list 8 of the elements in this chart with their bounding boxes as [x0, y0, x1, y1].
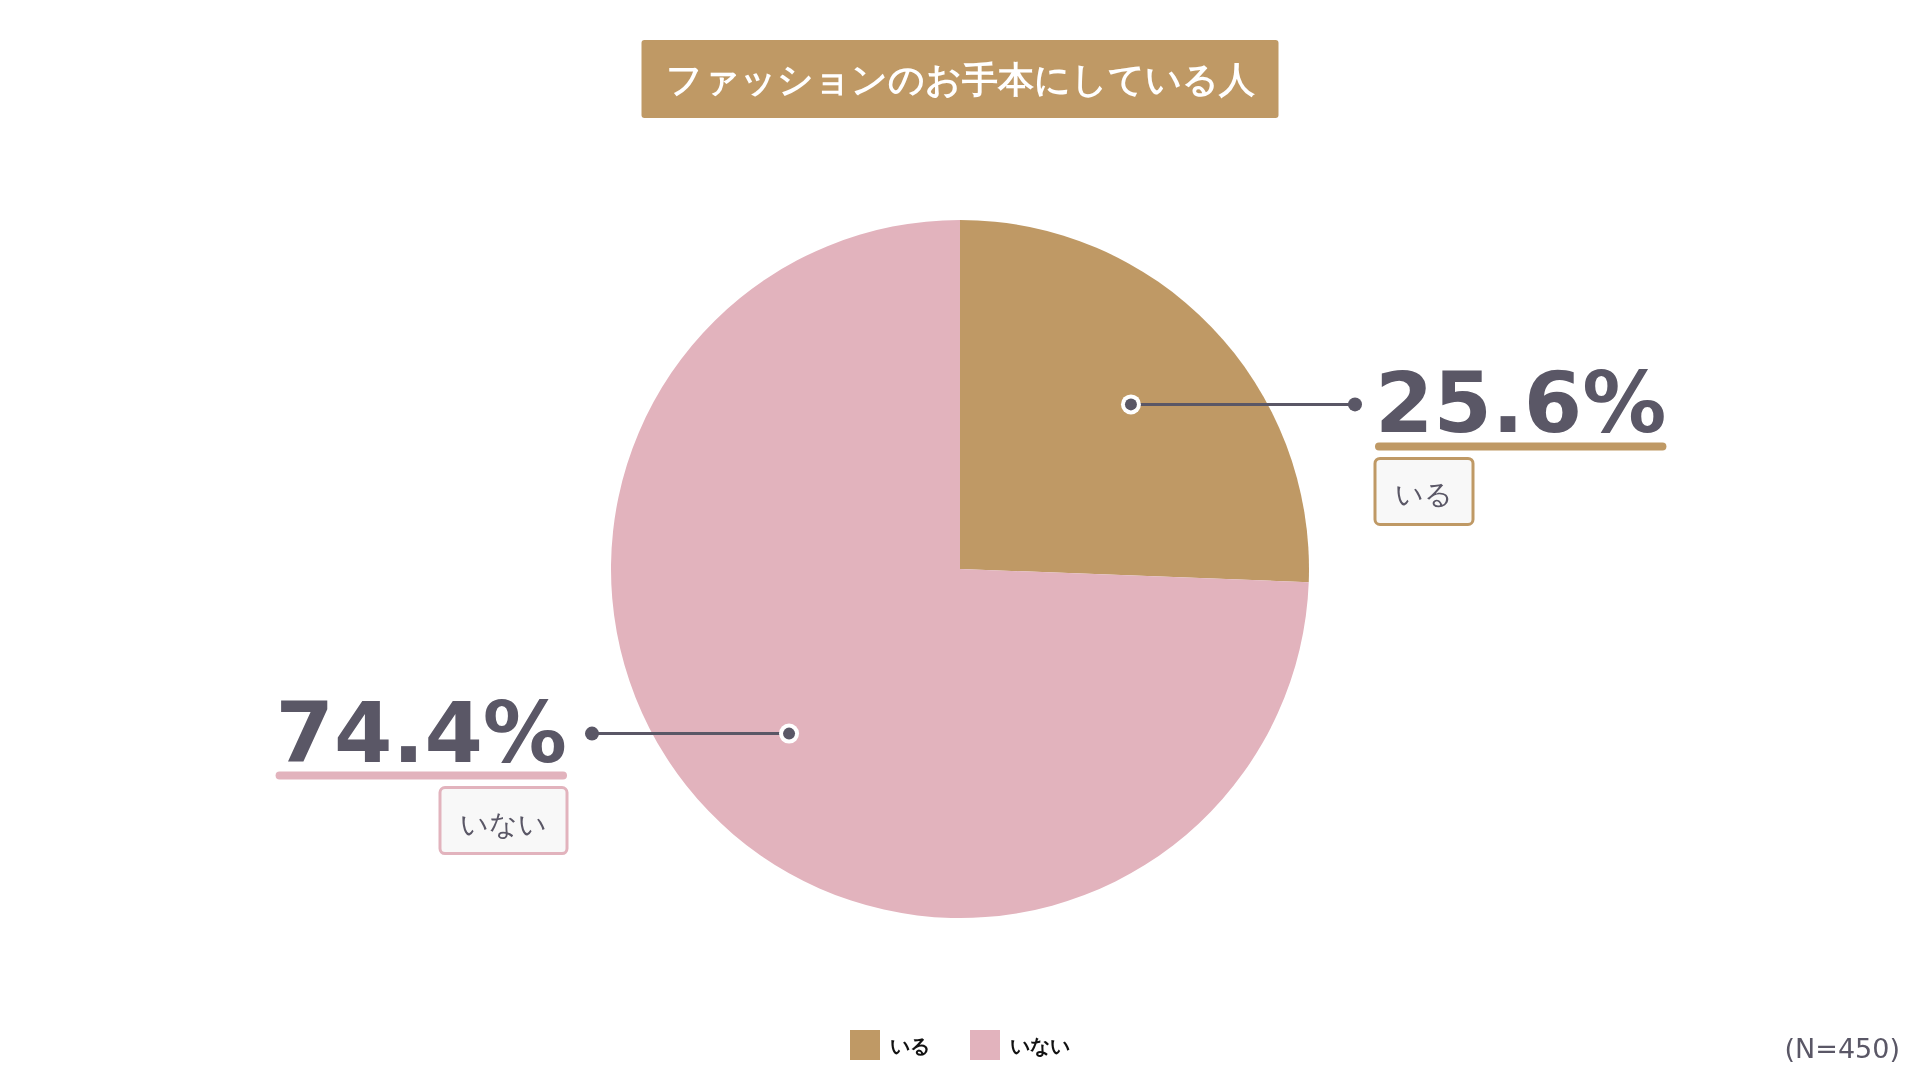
title: ファッションのお手本にしている人 [641, 40, 1279, 118]
legend-label: いない [1010, 1034, 1070, 1058]
chart-title: ファッションのお手本にしている人 [665, 59, 1255, 100]
data-label: 25.6% [1375, 354, 1667, 453]
legend-label: いる [890, 1034, 930, 1058]
slice-label: いる [1395, 478, 1453, 512]
data-label: 74.4% [275, 683, 567, 782]
slice-label: いない [460, 807, 547, 841]
